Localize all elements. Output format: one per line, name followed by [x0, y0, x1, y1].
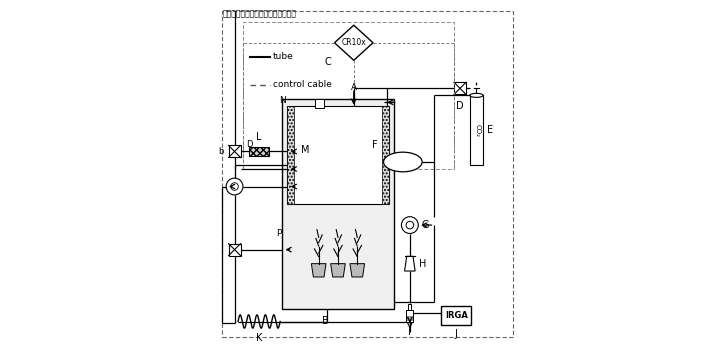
Text: E: E	[487, 125, 494, 136]
Polygon shape	[331, 264, 345, 277]
Text: D: D	[456, 101, 464, 111]
Text: J: J	[455, 328, 458, 339]
Bar	[441, 306, 471, 325]
Text: B: B	[322, 316, 329, 326]
Circle shape	[226, 178, 243, 195]
Bar	[229, 244, 241, 256]
Text: N: N	[279, 96, 285, 105]
Ellipse shape	[384, 152, 422, 172]
Circle shape	[401, 217, 418, 233]
Text: P: P	[276, 230, 281, 238]
Bar	[382, 106, 389, 204]
Text: 吉林小麦同位素标记秸秆哪里有卖的: 吉林小麦同位素标记秸秆哪里有卖的	[222, 10, 296, 18]
Bar	[222, 11, 513, 337]
Bar	[408, 304, 411, 310]
Polygon shape	[350, 264, 365, 277]
Bar	[287, 106, 294, 204]
Text: CO₂: CO₂	[474, 124, 480, 137]
Bar	[249, 147, 269, 156]
Polygon shape	[405, 256, 415, 271]
Ellipse shape	[470, 93, 483, 98]
Text: H: H	[420, 259, 427, 269]
Text: A: A	[351, 83, 357, 92]
Text: D: D	[246, 140, 252, 149]
Text: M: M	[301, 145, 310, 155]
Text: control cable: control cable	[273, 80, 332, 89]
Text: K: K	[256, 333, 263, 344]
Text: CR10x: CR10x	[341, 38, 366, 47]
Text: b: b	[218, 147, 223, 156]
Bar	[406, 310, 413, 322]
Bar	[470, 95, 483, 165]
Bar	[287, 106, 389, 204]
Text: F: F	[372, 140, 377, 150]
Bar	[315, 99, 324, 108]
Bar	[454, 82, 466, 94]
Text: tube: tube	[273, 52, 294, 61]
Polygon shape	[311, 264, 326, 277]
Text: I: I	[408, 327, 411, 337]
Text: C: C	[324, 57, 331, 67]
Text: G: G	[422, 220, 429, 230]
Polygon shape	[334, 25, 373, 60]
Text: L: L	[256, 132, 262, 142]
Bar	[244, 22, 453, 169]
Bar	[282, 99, 394, 309]
Bar	[229, 145, 241, 157]
Text: IRGA: IRGA	[445, 311, 467, 320]
